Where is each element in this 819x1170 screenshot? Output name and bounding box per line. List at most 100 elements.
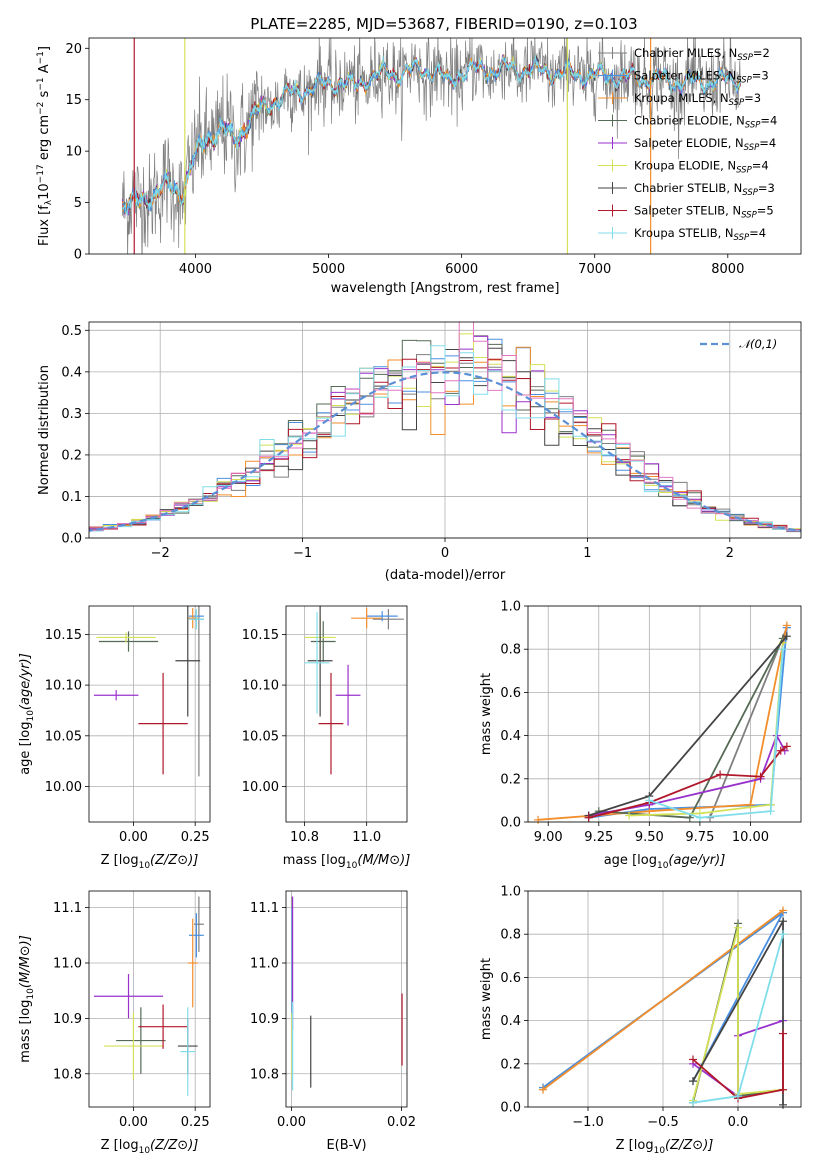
legend-label: Chabrier STELIB, NSSP=3 bbox=[634, 181, 775, 198]
y-tick-label: 0.4 bbox=[61, 365, 82, 380]
y-tick-label: 11.0 bbox=[250, 957, 279, 972]
y-tick-label: 0.4 bbox=[500, 729, 521, 744]
legend-item: Salpeter MILES, NSSP=3 bbox=[598, 69, 769, 86]
y-tick-label: 15 bbox=[65, 93, 82, 108]
data-point bbox=[304, 612, 330, 714]
y-tick-label: 10.10 bbox=[45, 679, 82, 694]
weight-vs-age-frame bbox=[527, 605, 802, 823]
mass-vs-z-ylabel: mass [log10(M/M⊙)] bbox=[18, 935, 36, 1063]
x-tick-label: 5000 bbox=[312, 262, 345, 277]
y-tick-label: 10.00 bbox=[242, 780, 279, 795]
weight-line-kroupa_stelib bbox=[649, 649, 784, 819]
y-tick-label: 10.8 bbox=[250, 1067, 279, 1082]
weight-line-chabrier_stelib bbox=[588, 635, 788, 817]
y-tick-label: 11.1 bbox=[250, 901, 279, 916]
data-point bbox=[372, 609, 404, 630]
weight-line-salpeter_miles bbox=[588, 627, 788, 819]
x-tick-label: 0.00 bbox=[119, 830, 148, 845]
y-tick-label: 0.1 bbox=[61, 490, 82, 505]
legend-item: Chabrier MILES, NSSP=2 bbox=[598, 46, 770, 63]
y-tick-label: 0.8 bbox=[500, 643, 521, 658]
legend-label: Salpeter MILES, NSSP=3 bbox=[634, 69, 769, 86]
x-tick-label: 0.25 bbox=[181, 830, 210, 845]
weight-vs-age-axes: 9.00 9.25 9.50 9.75 10.00 0.0 0.2 0.4 0.6 0.8 1.0 bbox=[500, 600, 801, 845]
y-tick-label: 10.00 bbox=[45, 780, 82, 795]
data-point bbox=[366, 611, 398, 622]
y-tick-label: 0.0 bbox=[500, 816, 521, 831]
y-tick-label: 10.10 bbox=[242, 679, 279, 694]
legend-item: Kroupa STELIB, NSSP=4 bbox=[598, 226, 766, 243]
weight-vs-z-axes: −1.0 −0.5 0.0 0.0 0.2 0.4 0.6 0.8 1.0 bbox=[500, 885, 801, 1130]
x-tick-label: 1 bbox=[583, 546, 591, 561]
data-point bbox=[98, 631, 159, 652]
x-tick-label: −1 bbox=[293, 546, 312, 561]
weight-vs-age-ylabel: mass weight bbox=[479, 673, 494, 755]
data-point bbox=[180, 1007, 196, 1096]
y-tick-label: 10.15 bbox=[45, 628, 82, 643]
x-tick-label: −1.0 bbox=[572, 1115, 604, 1130]
y-tick-label: 1.0 bbox=[500, 885, 521, 900]
weight-vs-age-xlabel: age [log10(age/yr)] bbox=[604, 853, 726, 871]
data-point bbox=[93, 690, 139, 701]
histogram-frame bbox=[88, 321, 802, 539]
legend-label: Salpeter STELIB, NSSP=5 bbox=[634, 204, 774, 221]
mass-vs-z-frame bbox=[88, 890, 211, 1108]
x-tick-label: 0.0 bbox=[728, 1115, 749, 1130]
weight-vs-z-ylabel: mass weight bbox=[479, 958, 494, 1040]
weight-vs-z-xlabel: Z [log10(Z/Z⊙)] bbox=[616, 1138, 714, 1156]
mass-vs-ebv-frame bbox=[285, 890, 408, 1108]
y-tick-label: 10.15 bbox=[242, 628, 279, 643]
weight-line-chabrier_elodie bbox=[598, 637, 784, 819]
data-point bbox=[93, 974, 164, 1019]
spectrum-xlabel: wavelength [Angstrom, rest frame] bbox=[331, 281, 560, 296]
normal-curve bbox=[89, 371, 801, 532]
y-tick-label: 10 bbox=[65, 145, 82, 160]
x-tick-label: −0.5 bbox=[647, 1115, 679, 1130]
mass-vs-ebv-axes: 0.00 0.02 10.8 10.9 11.0 11.1 bbox=[250, 891, 416, 1130]
y-tick-label: 5 bbox=[74, 196, 82, 211]
x-tick-label: 0.00 bbox=[277, 1115, 306, 1130]
age-vs-mass-xlabel: mass [log10(M/M⊙)] bbox=[283, 853, 411, 871]
data-point bbox=[193, 896, 204, 952]
x-tick-label: 7000 bbox=[578, 262, 611, 277]
data-point bbox=[96, 632, 156, 643]
data-point bbox=[335, 664, 361, 726]
legend-label: Kroupa STELIB, NSSP=4 bbox=[634, 226, 766, 243]
x-tick-label: 9.25 bbox=[584, 830, 613, 845]
x-tick-label: 8000 bbox=[711, 262, 744, 277]
x-tick-label: 4000 bbox=[179, 262, 212, 277]
age-vs-mass-axes: 10.8 11.0 10.00 10.05 10.10 10.15 bbox=[242, 606, 407, 845]
data-point bbox=[189, 913, 204, 958]
weight-vs-z-frame bbox=[527, 890, 802, 1108]
spectrum-ylabel: Flux [fλ10−17 erg cm−2 s−1 A−1] bbox=[36, 46, 54, 246]
weight-line-salpeter_stelib bbox=[692, 1033, 784, 1100]
mass-vs-z-axes: 0.00 0.25 10.8 10.9 11.0 11.1 bbox=[53, 891, 210, 1130]
x-tick-label: 0 bbox=[441, 546, 449, 561]
legend-item: Salpeter ELODIE, NSSP=4 bbox=[598, 136, 776, 153]
age-vs-mass-frame bbox=[285, 605, 408, 823]
mass-vs-ebv-xlabel: E(B-V) bbox=[326, 1138, 366, 1153]
weight-line-salpeter_stelib bbox=[588, 745, 788, 819]
y-tick-label: 0.0 bbox=[500, 1101, 521, 1116]
y-tick-label: 0.6 bbox=[500, 686, 521, 701]
x-tick-label: 10.00 bbox=[732, 830, 769, 845]
weight-line-kroupa_miles bbox=[538, 625, 788, 821]
data-point bbox=[138, 672, 188, 775]
y-tick-label: 0.2 bbox=[500, 772, 521, 787]
x-tick-label: 0.02 bbox=[387, 1115, 416, 1130]
histogram-ylabel: Normed distribution bbox=[37, 365, 52, 495]
y-tick-label: 0.4 bbox=[500, 1014, 521, 1029]
legend-label: Kroupa MILES, NSSP=3 bbox=[634, 91, 761, 108]
y-tick-label: 0.6 bbox=[500, 971, 521, 986]
legend-label: Salpeter ELODIE, NSSP=4 bbox=[634, 136, 776, 153]
weight-line-kroupa_miles bbox=[542, 909, 784, 1091]
data-point bbox=[138, 1004, 188, 1049]
data-point bbox=[307, 606, 333, 717]
y-tick-label: 0.3 bbox=[61, 407, 82, 422]
data-point bbox=[116, 1007, 166, 1074]
y-tick-label: 20 bbox=[65, 42, 82, 57]
figure-title: PLATE=2285, MJD=53687, FIBERID=0190, z=0… bbox=[250, 15, 637, 33]
x-tick-label: 10.8 bbox=[290, 830, 319, 845]
data-point bbox=[103, 1012, 164, 1080]
y-tick-label: 0.0 bbox=[61, 532, 82, 547]
